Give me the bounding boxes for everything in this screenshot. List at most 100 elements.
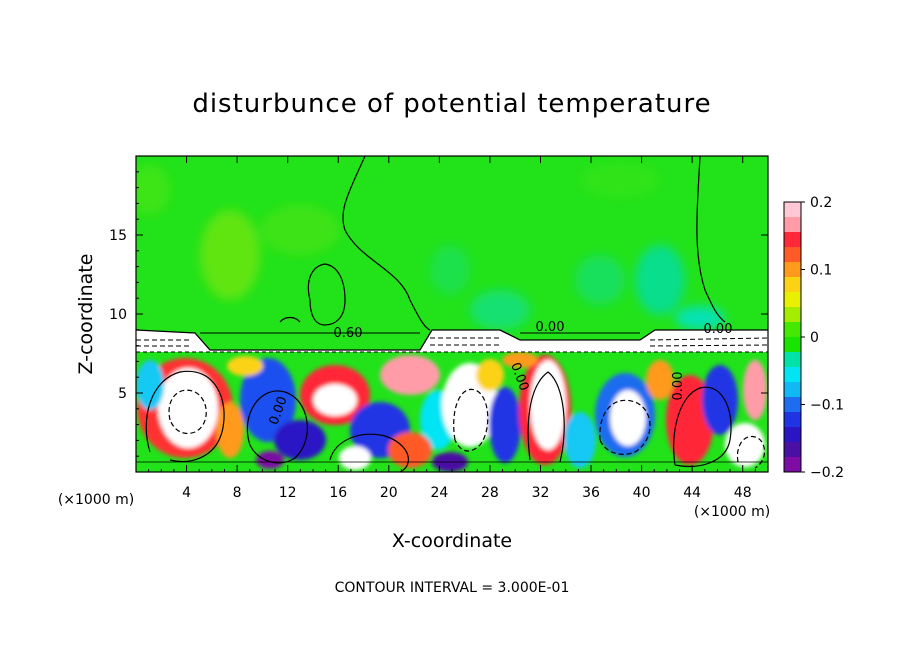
contour-lower	[453, 388, 489, 452]
colorbar-tick-label: 0.2	[810, 195, 832, 211]
upper-cool-patch	[470, 290, 530, 330]
colorbar-tick-label: 0.1	[810, 263, 832, 279]
eddy-cool	[136, 360, 164, 410]
contour-zero-upper	[307, 263, 346, 326]
colorbar-swatch	[784, 382, 801, 398]
z-unit-note: (×1000 m)	[58, 492, 134, 508]
contour-lines	[136, 156, 768, 472]
inversion-contour	[136, 329, 768, 351]
eddy-cool	[256, 451, 284, 469]
x-tick-label: 16	[329, 485, 347, 501]
upper-warm-patch	[200, 210, 260, 300]
upper-cool-patch	[635, 245, 685, 315]
eddy-core	[725, 423, 765, 467]
eddy-warm	[502, 352, 538, 368]
contour-zero-upper	[279, 316, 301, 323]
eddy-warm	[646, 360, 674, 400]
contour-lower	[168, 389, 207, 435]
y-tick-label: 15	[109, 228, 127, 244]
colorbar-swatch	[784, 307, 801, 323]
x-tick-label: 40	[633, 485, 651, 501]
eddy-core	[530, 360, 566, 450]
chart-title: disturbunce of potential temperature	[192, 89, 711, 119]
upper-warm-patch	[136, 165, 170, 215]
eddy-warm	[743, 360, 767, 420]
y-axis-ticks: 5 10 15	[109, 171, 768, 457]
upper-cool-patch	[675, 306, 725, 330]
contour-label: 0.00	[536, 320, 565, 335]
eddy-core	[339, 446, 371, 470]
eddy-warm	[216, 402, 244, 458]
eddy-warm	[388, 432, 432, 468]
x-unit-note: (×1000 m)	[694, 504, 770, 520]
x-axis-ticks: 4 8 12 16 20 24 28 32 36 40 44 48	[148, 156, 756, 501]
x-tick-label: 4	[182, 485, 191, 501]
colorbar-swatch	[784, 247, 801, 263]
contour-label: 0.00	[704, 322, 733, 337]
x-tick-label: 24	[430, 485, 448, 501]
eddy-warm	[476, 359, 504, 391]
colorbar-tick-label: −0.1	[810, 398, 844, 414]
colorbar-swatch	[784, 442, 801, 458]
eddy-cool	[240, 358, 296, 442]
colorbar-swatch	[784, 367, 801, 383]
upper-layer-variations	[136, 162, 725, 330]
eddy-warm	[227, 356, 263, 376]
contour-lower	[329, 433, 409, 472]
colorbar-swatch	[784, 217, 801, 233]
eddy-cool	[489, 387, 521, 463]
y-axis-label: Z-coordinate	[75, 254, 97, 375]
eddy-warm	[380, 355, 440, 395]
contour-lower	[527, 371, 565, 463]
upper-cool-patch	[430, 245, 470, 295]
contour-lower	[145, 370, 225, 463]
colorbar-swatch	[784, 412, 801, 428]
colorbar-swatch	[784, 337, 801, 353]
inversion-contour	[136, 337, 768, 341]
colorbar-swatch	[784, 457, 801, 473]
upper-warm-patch	[580, 162, 660, 198]
x-axis-label: X-coordinate	[392, 530, 512, 552]
heatmap-field: 0.60 0.00 0.00 0.00 0.00 0.00	[136, 156, 768, 472]
eddy-core	[610, 390, 646, 446]
contour-lower	[673, 386, 732, 467]
eddy-cool	[702, 365, 738, 435]
inversion-contour	[136, 344, 768, 347]
eddy-warm	[666, 375, 714, 465]
inversion-band	[136, 329, 768, 353]
eddy-core	[158, 368, 218, 448]
colorbar: 0.2 0.1 0 −0.1 −0.2	[783, 195, 844, 481]
x-tick-label: 32	[532, 485, 550, 501]
eddy-core	[313, 384, 357, 416]
contour-label: 0.60	[334, 326, 363, 341]
x-tick-label: 8	[233, 485, 242, 501]
y-tick-label: 5	[118, 386, 127, 402]
contour-zero-upper	[342, 156, 431, 331]
colorbar-swatch	[784, 427, 801, 443]
contour-interval-note: CONTOUR INTERVAL = 3.000E-01	[335, 580, 570, 596]
contour-lower	[599, 399, 651, 455]
eddy-cool	[274, 420, 326, 460]
x-tick-label: 20	[380, 485, 398, 501]
x-tick-label: 28	[481, 485, 499, 501]
colorbar-tick-label: −0.2	[810, 465, 844, 481]
inversion-white-band	[136, 330, 768, 352]
upper-cool-patch	[575, 255, 625, 305]
colorbar-swatch	[784, 277, 801, 293]
colorbar-swatches	[784, 202, 801, 473]
colorbar-swatch	[784, 262, 801, 278]
colorbar-swatch	[784, 322, 801, 338]
x-tick-label: 48	[734, 485, 752, 501]
x-tick-label: 44	[683, 485, 701, 501]
upper-warm-patch	[260, 205, 340, 255]
colorbar-tick-label: 0	[810, 330, 819, 346]
colorbar-swatch	[784, 352, 801, 368]
contour-lower	[736, 436, 765, 469]
colorbar-ticks: 0.2 0.1 0 −0.1 −0.2	[801, 195, 844, 481]
y-tick-label: 10	[109, 307, 127, 323]
contour-label: 0.00	[671, 372, 686, 401]
colorbar-swatch	[784, 292, 801, 308]
colorbar-swatch	[784, 397, 801, 413]
x-tick-label: 12	[279, 485, 297, 501]
